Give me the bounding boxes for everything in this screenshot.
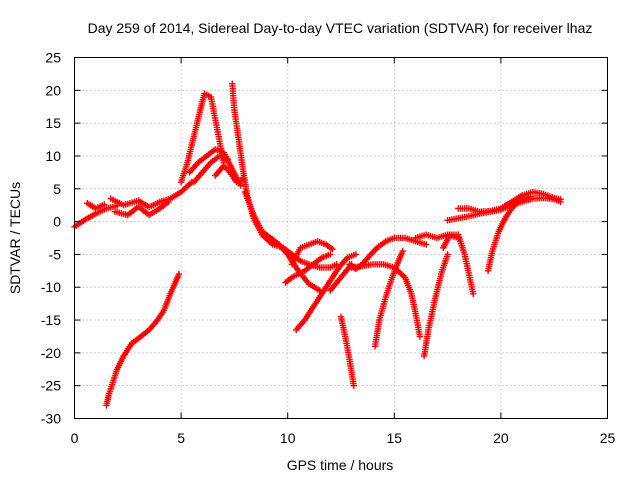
series-arc-22 — [440, 231, 477, 297]
y-tick-label: -25 — [41, 378, 61, 394]
data-points — [440, 231, 477, 297]
y-tick-label: -5 — [49, 246, 62, 262]
series-arc-05 — [103, 270, 183, 409]
series-arc-06 — [177, 90, 227, 186]
data-points — [337, 313, 357, 389]
x-tick-label: 15 — [387, 430, 403, 446]
y-axis-tick-labels: -30 -25 -20 -15 -10 -5 0 5 10 15 20 25 — [41, 50, 61, 427]
series-arc-16 — [337, 313, 357, 389]
series-arc-04 — [111, 198, 172, 219]
plot-frame — [74, 57, 608, 419]
x-axis-label: GPS time / hours — [287, 457, 394, 473]
y-tick-label: -15 — [41, 312, 61, 328]
x-tick-label: 10 — [280, 430, 296, 446]
x-tick-label: 25 — [600, 430, 616, 446]
series-arc-19 — [371, 247, 406, 350]
series-arc-12 — [282, 251, 334, 286]
y-tick-label: 15 — [45, 115, 61, 131]
series-arc-14 — [293, 251, 360, 334]
series-arc-02 — [84, 200, 108, 212]
y-axis-label: SDTVAR / TECUs — [7, 182, 23, 294]
series-arc-09 — [212, 162, 247, 186]
data-points — [212, 162, 247, 186]
data-points — [282, 251, 334, 286]
x-axis-tick-labels: 0 5 10 15 20 25 — [71, 430, 616, 446]
data-points — [484, 193, 534, 274]
x-tick-label: 5 — [177, 430, 185, 446]
y-tick-label: -20 — [41, 345, 61, 361]
data-points — [190, 152, 232, 186]
data-points — [177, 90, 227, 186]
data-points — [293, 251, 360, 334]
series-arc-24 — [455, 188, 564, 215]
axis-ticks — [74, 57, 608, 419]
series-arc-18 — [348, 261, 424, 340]
series-arc-21 — [420, 251, 451, 360]
series-arc-08 — [190, 152, 232, 186]
y-tick-label: -10 — [41, 279, 61, 295]
series-arc-25 — [484, 193, 534, 274]
data-points — [84, 200, 108, 212]
x-tick-label: 20 — [493, 430, 509, 446]
y-tick-label: 20 — [45, 82, 61, 98]
chart-title: Day 259 of 2014, Sidereal Day-to-day VTE… — [88, 20, 593, 36]
data-points — [288, 238, 336, 268]
y-tick-label: 10 — [45, 148, 61, 164]
data-points — [111, 198, 172, 219]
data-points — [455, 188, 564, 215]
data-series — [71, 80, 564, 409]
x-tick-label: 0 — [71, 430, 79, 446]
y-tick-label: -30 — [41, 411, 61, 427]
series-arc-03 — [107, 179, 195, 211]
y-tick-label: 25 — [45, 50, 61, 66]
data-points — [371, 247, 406, 350]
data-points — [420, 251, 451, 360]
y-tick-label: 0 — [53, 214, 61, 230]
data-points — [107, 179, 195, 211]
data-points — [103, 270, 183, 409]
series-arc-13 — [288, 238, 336, 268]
data-points — [348, 261, 424, 340]
y-tick-label: 5 — [53, 181, 61, 197]
grid — [74, 57, 608, 419]
